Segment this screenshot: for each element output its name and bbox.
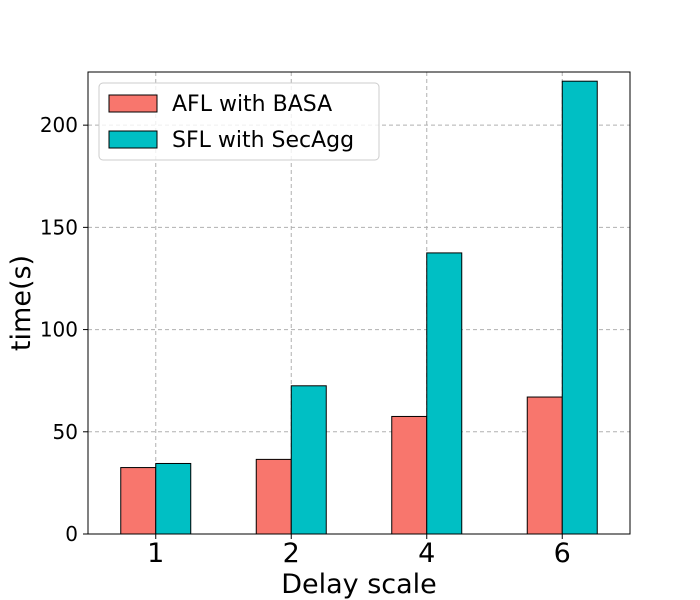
legend-swatch-sfl — [108, 130, 158, 149]
y-tick-label: 50 — [53, 420, 78, 444]
y-tick-label: 200 — [40, 113, 78, 137]
bar-sfl-6 — [561, 80, 598, 535]
x-tick-label: 2 — [283, 538, 300, 569]
y-tick-label: 150 — [40, 215, 78, 239]
x-axis-label: Delay scale — [281, 569, 437, 600]
legend: AFL with BASA SFL with SecAgg — [98, 82, 380, 161]
bars — [120, 80, 598, 535]
bar-afl-1 — [120, 467, 157, 535]
plot-frame — [87, 71, 631, 535]
x-tick-label: 6 — [554, 538, 571, 569]
bar-sfl-2 — [290, 385, 327, 535]
x-tick-label: 4 — [418, 538, 435, 569]
bar-afl-4 — [391, 415, 428, 535]
axis-ticks: 1 2 4 6 0 50 100 150 200 — [40, 113, 571, 569]
bar-afl-6 — [526, 396, 563, 535]
legend-swatch-afl — [108, 94, 158, 113]
y-axis-label: time(s) — [6, 255, 37, 351]
legend-label-sfl: SFL with SecAgg — [172, 128, 354, 153]
bar-sfl-1 — [155, 462, 192, 535]
y-tick-label: 100 — [40, 318, 78, 342]
legend-label-afl: AFL with BASA — [172, 92, 332, 117]
bar-afl-2 — [255, 458, 292, 535]
bar-sfl-4 — [426, 252, 463, 535]
legend-box — [98, 82, 380, 161]
x-tick-label: 1 — [147, 538, 164, 569]
y-tick-label: 0 — [65, 522, 78, 546]
